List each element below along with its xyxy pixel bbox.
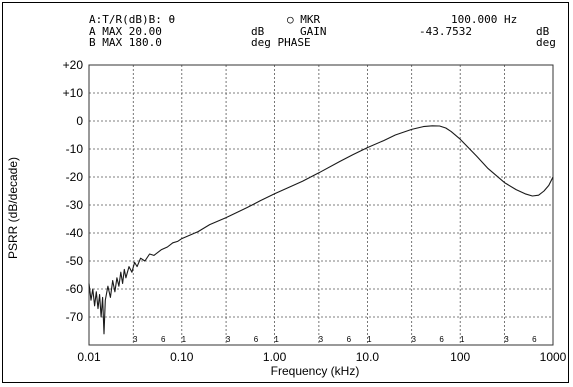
y-tick-label: +20: [63, 58, 84, 72]
minor-tick-label: 1: [182, 335, 187, 344]
gain-value: -43.7532: [419, 25, 472, 38]
minor-tick-labels: 3 6 1 3 6 1 3 6 1 3 6 1 3 6: [133, 335, 537, 344]
x-axis-title: Frequency (kHz): [271, 364, 360, 378]
phase-label: deg PHASE: [251, 36, 311, 49]
x-tick-label: 0.01: [77, 350, 101, 364]
psrr-series-line: [88, 125, 554, 335]
gain-unit: dB: [536, 25, 550, 38]
y-tick-label: -70: [66, 310, 84, 324]
gain-label: GAIN: [300, 25, 327, 38]
y-tick-label: +10: [63, 86, 84, 100]
y-axis-title: PSRR (dB/decade): [6, 157, 20, 259]
y-tick-labels: +20 +10 0 -10 -20 -30 -40 -50 -60 -70: [63, 58, 84, 324]
b-max-label: B MAX 180.0: [89, 36, 162, 49]
x-tick-label: 0.10: [170, 350, 194, 364]
minor-tick-label: 3: [504, 335, 509, 344]
y-tick-label: -10: [66, 142, 84, 156]
minor-tick-label: 6: [439, 335, 444, 344]
x-tick-labels: 0.01 0.10 1.00 10.0 100 1000: [77, 350, 566, 364]
x-tick-label: 100: [450, 350, 470, 364]
minor-tick-label: 6: [532, 335, 537, 344]
x-tick-label: 1000: [540, 350, 567, 364]
minor-tick-label: 6: [161, 335, 166, 344]
marker-frequency: 100.000 Hz: [451, 13, 517, 26]
x-tick-label: 10.0: [356, 350, 380, 364]
a-max-label: A MAX 20.00: [89, 25, 162, 38]
grid: [88, 64, 554, 346]
y-tick-label: -20: [66, 170, 84, 184]
minor-tick-label: 1: [274, 335, 279, 344]
minor-tick-label: 1: [460, 335, 465, 344]
y-tick-label: -30: [66, 198, 84, 212]
minor-tick-label: 3: [226, 335, 231, 344]
y-tick-label: -50: [66, 254, 84, 268]
plot-area-border: [88, 64, 554, 346]
minor-tick-label: 3: [133, 335, 138, 344]
header-line1-left: A:T/R(dB)B: θ: [89, 13, 175, 26]
instrument-header: A:T/R(dB)B: θ ○ MKR 100.000 Hz A MAX 20.…: [89, 13, 556, 49]
x-tick-label: 1.00: [263, 350, 287, 364]
y-tick-label: -60: [66, 282, 84, 296]
phase-unit: deg: [536, 36, 556, 49]
chart-frame: A:T/R(dB)B: θ ○ MKR 100.000 Hz A MAX 20.…: [2, 2, 569, 383]
minor-tick-label: 3: [319, 335, 324, 344]
psrr-chart: A:T/R(dB)B: θ ○ MKR 100.000 Hz A MAX 20.…: [6, 13, 567, 378]
y-tick-label: -40: [66, 226, 84, 240]
minor-tick-label: 6: [347, 335, 352, 344]
minor-tick-label: 3: [411, 335, 416, 344]
marker-label: ○ MKR: [287, 13, 320, 26]
minor-tick-label: 6: [254, 335, 259, 344]
a-unit: dB: [251, 25, 265, 38]
minor-tick-label: 1: [367, 335, 372, 344]
y-tick-label: 0: [76, 114, 83, 128]
series-group: [88, 125, 554, 335]
